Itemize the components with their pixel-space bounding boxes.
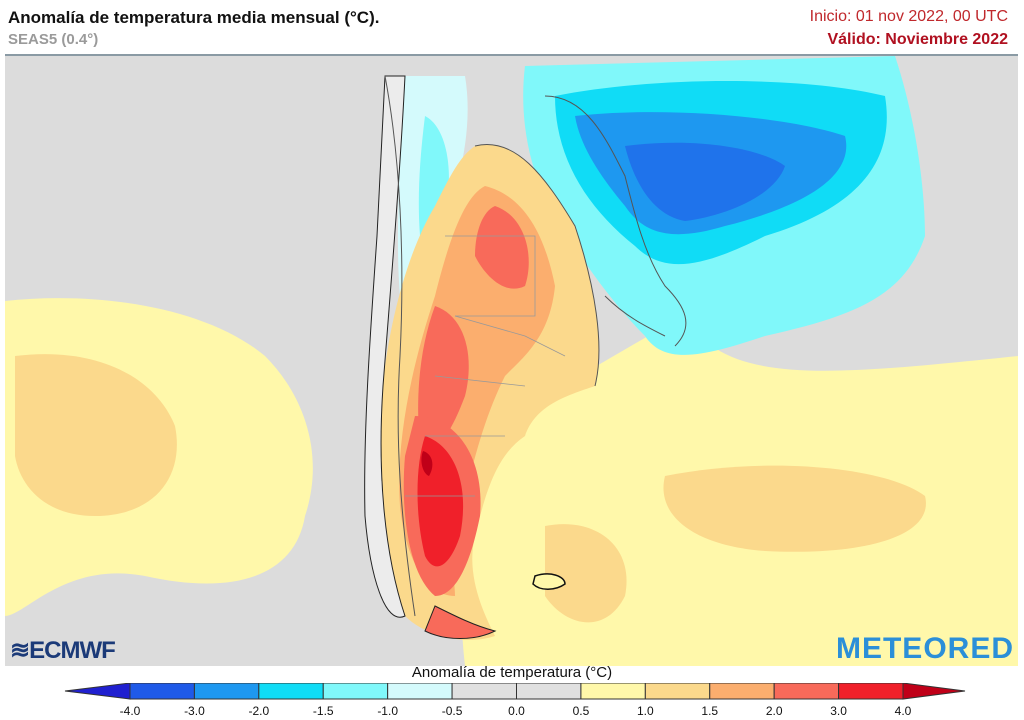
colorbar-tick: -4.0 [119, 704, 141, 718]
colorbar-tick: 4.0 [894, 704, 912, 718]
colorbar-tick: 2.0 [765, 704, 783, 718]
colorbar-under-triangle [64, 683, 131, 700]
colorbar-bin [838, 683, 904, 700]
colorbar-title: Anomalía de temperatura (°C) [411, 664, 613, 681]
colorbar-over-triangle [902, 683, 966, 700]
colorbar-bin [129, 683, 195, 700]
colorbar-tick: 3.0 [830, 704, 847, 718]
anomaly-map [5, 54, 1018, 666]
colorbar-bin [773, 683, 840, 700]
colorbar-tick: -2.0 [248, 704, 270, 718]
colorbar-bin [516, 683, 582, 700]
init-date: Inicio: 01 nov 2022, 00 UTC [809, 8, 1008, 25]
colorbar-tick: 0.0 [508, 704, 525, 718]
colorbar-bin [580, 683, 646, 700]
valid-date: Válido: Noviembre 2022 [827, 31, 1008, 48]
colorbar-tick: -3.0 [184, 704, 205, 718]
map-title: Anomalía de temperatura media mensual (°… [8, 8, 380, 27]
falkland-islands [532, 573, 566, 590]
colorbar-tick: -0.5 [441, 704, 463, 718]
model-label: SEAS5 (0.4°) [8, 31, 99, 48]
colorbar-tick: 1.5 [701, 704, 719, 718]
colorbar-bin [322, 683, 389, 700]
colorbar-bin [644, 683, 711, 700]
colorbar-bin [709, 683, 775, 700]
ecmwf-logo: ≋ECMWF [10, 637, 116, 664]
colorbar-tick: 1.0 [636, 704, 654, 718]
colorbar-tick: -1.0 [377, 704, 398, 718]
colorbar-bin [258, 683, 324, 700]
colorbar-bin [451, 683, 518, 700]
colorbar [64, 683, 966, 700]
meteored-logo: METEORED [835, 632, 1014, 665]
chile-coast [364, 75, 406, 618]
colorbar-bin [193, 683, 260, 700]
colorbar-tick: 0.5 [572, 704, 590, 718]
colorbar-bin [387, 683, 453, 700]
colorbar-tick: -1.5 [312, 704, 334, 718]
